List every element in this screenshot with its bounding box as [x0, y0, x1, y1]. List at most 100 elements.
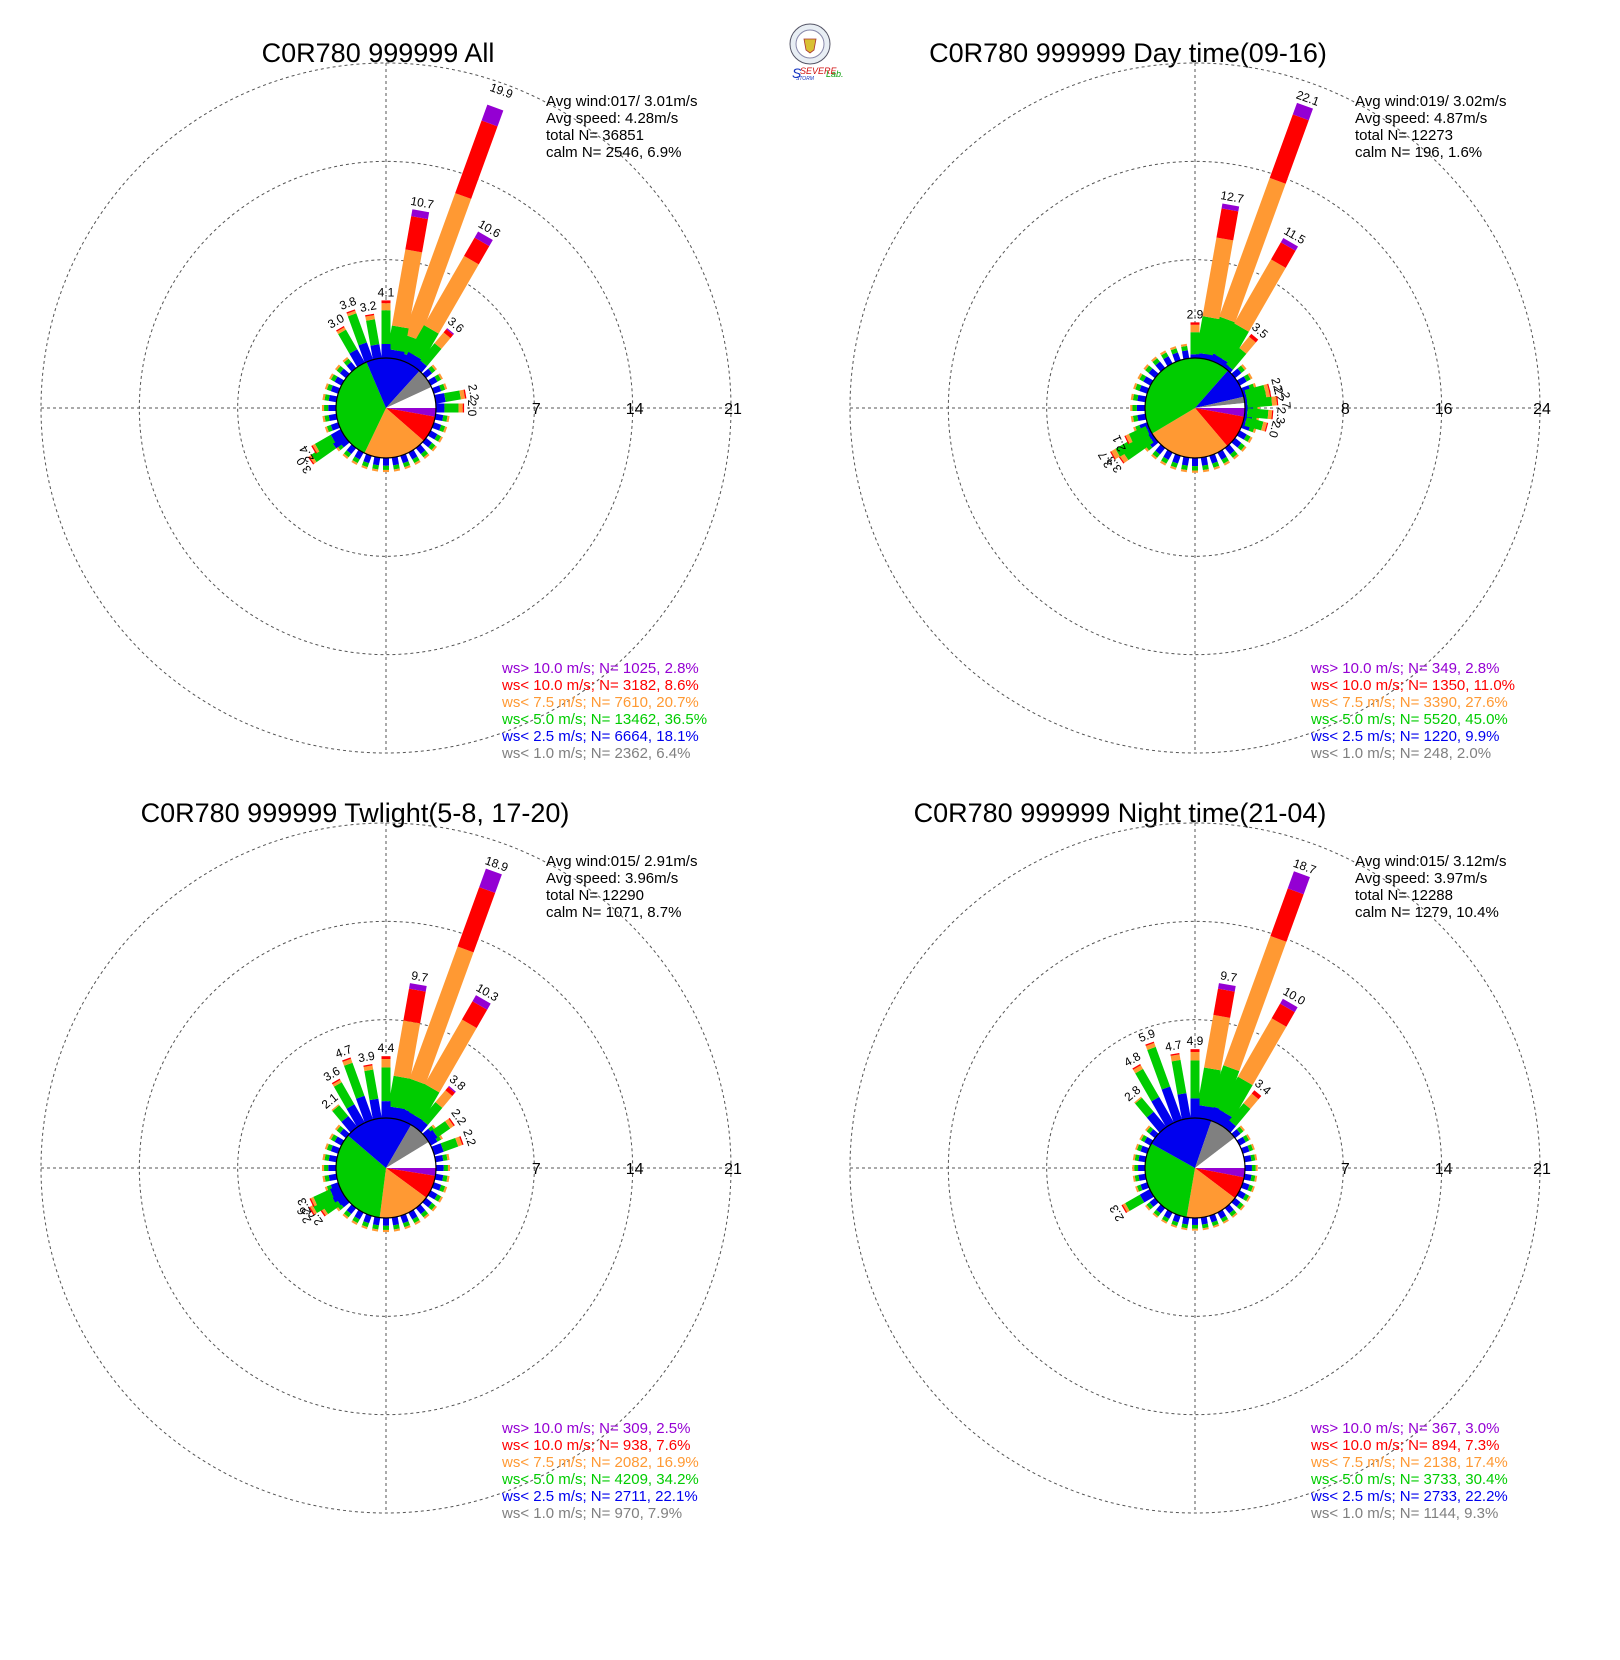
bar-value-label: 2.0 — [1266, 420, 1284, 440]
minor-direction-bar — [1201, 1223, 1209, 1229]
direction-bar-segment — [1196, 316, 1220, 356]
minor-direction-bar — [326, 1143, 333, 1152]
minor-direction-bar — [1146, 1126, 1154, 1134]
minor-direction-bar — [1162, 1215, 1170, 1223]
minor-direction-bar — [412, 1216, 420, 1224]
minor-direction-bar — [1236, 1202, 1244, 1210]
minor-direction-bar — [427, 1190, 438, 1200]
minor-direction-bar — [431, 385, 442, 394]
direction-bar-segment — [1218, 1076, 1253, 1118]
minor-direction-bar — [326, 1184, 333, 1193]
direction-bar-segment — [307, 456, 315, 465]
pie-outline — [335, 357, 437, 459]
minor-direction-bar — [1139, 374, 1147, 382]
svg-text:SEVERE: SEVERE — [800, 66, 838, 76]
range-ring-2 — [138, 160, 634, 656]
minor-direction-bar — [415, 1204, 426, 1215]
minor-direction-bar — [1160, 460, 1167, 466]
direction-bar-segment — [459, 389, 466, 400]
minor-direction-bar — [363, 453, 372, 464]
direction-bar-segment — [424, 1129, 438, 1144]
range-ring-3 — [40, 822, 732, 1514]
minor-direction-bar — [443, 383, 448, 390]
range-ring-1 — [1046, 1019, 1344, 1317]
direction-bar-segment — [387, 325, 409, 352]
minor-direction-bar — [1230, 450, 1238, 458]
legend-entry: ws< 7.5 m/s; N= 7610, 20.7% — [501, 694, 699, 711]
minor-direction-bar — [330, 1134, 338, 1142]
direction-bar-segment — [1280, 998, 1298, 1013]
direction-bar-segment — [1139, 1189, 1154, 1203]
bar-value-label: 2.2 — [460, 1127, 479, 1148]
minor-direction-bar — [329, 1133, 334, 1140]
direction-bar-segment — [1125, 1194, 1145, 1211]
direction-bar-segment — [358, 342, 374, 363]
minor-direction-bar — [1246, 1195, 1251, 1202]
minor-direction-bar — [1209, 1213, 1218, 1223]
minor-direction-bar — [391, 456, 399, 466]
direction-bar-segment — [444, 390, 461, 403]
minor-direction-bar — [438, 436, 443, 443]
direction-bar-segment — [370, 344, 382, 360]
minor-direction-bar — [1135, 1185, 1139, 1193]
legend-entry: ws< 5.0 m/s; N= 5520, 45.0% — [1310, 711, 1508, 728]
minor-direction-bar — [343, 1210, 352, 1218]
minor-direction-bar — [438, 1196, 443, 1203]
direction-bar-segment — [1237, 1018, 1287, 1086]
minor-direction-bar — [1236, 1190, 1246, 1200]
minor-direction-bar — [1172, 1213, 1181, 1223]
direction-bar-segment — [1161, 1086, 1183, 1123]
stats-line: Avg speed: 4.28m/s — [546, 110, 678, 127]
minor-direction-bar — [1160, 350, 1167, 356]
minor-direction-bar — [443, 1186, 448, 1193]
minor-direction-bar — [1240, 364, 1247, 371]
minor-direction-bar — [1181, 350, 1190, 360]
pie-slice — [386, 386, 436, 408]
minor-direction-bar — [1237, 365, 1245, 373]
pie-slice — [336, 1135, 386, 1218]
direction-bar-segment — [1215, 323, 1249, 364]
stats-line: Avg speed: 3.96m/s — [546, 870, 678, 887]
direction-bar-segment — [474, 231, 493, 247]
direction-bar-segment — [472, 995, 491, 1010]
minor-direction-bar — [351, 1220, 358, 1225]
legend-entry: ws> 10.0 m/s; N= 309, 2.5% — [501, 1420, 690, 1437]
pie-slice — [1195, 396, 1245, 408]
range-ring-3 — [849, 62, 1541, 754]
minor-direction-bar — [431, 445, 437, 452]
direction-bar-segment — [1195, 352, 1213, 361]
minor-direction-bar — [363, 1213, 372, 1224]
minor-direction-bar — [361, 461, 370, 468]
minor-direction-bar — [1237, 443, 1245, 451]
ring-label: 21 — [1533, 1161, 1551, 1178]
minor-direction-bar — [1248, 425, 1255, 433]
minor-direction-bar — [324, 1143, 329, 1150]
minor-direction-bar — [1155, 361, 1166, 372]
minor-direction-bar — [1217, 1209, 1227, 1219]
range-ring-1 — [1046, 259, 1344, 557]
direction-bar-segment — [1244, 384, 1266, 399]
minor-direction-bar — [324, 1154, 330, 1161]
minor-direction-bar — [329, 373, 334, 380]
direction-bar-segment — [1226, 347, 1247, 370]
minor-direction-bar — [438, 1133, 443, 1140]
minor-direction-bar — [1231, 368, 1242, 379]
direction-bar-segment — [346, 1104, 365, 1127]
direction-bar-segment — [1111, 448, 1120, 460]
minor-direction-bar — [431, 1182, 442, 1191]
bar-value-label: 3.2 — [359, 298, 378, 315]
minor-direction-bar — [1152, 450, 1160, 458]
direction-bar-segment — [448, 1085, 456, 1093]
ring-label: 14 — [1435, 1161, 1453, 1178]
direction-bar-segment — [1202, 237, 1234, 320]
direction-bar-segment — [330, 429, 345, 443]
minor-direction-bar — [1240, 445, 1247, 452]
direction-bar-segment — [1125, 433, 1133, 444]
stats-line: Avg wind:019/ 3.02m/s — [1355, 93, 1506, 110]
minor-direction-bar — [1140, 1145, 1150, 1154]
direction-bar-segment — [420, 343, 442, 367]
minor-direction-bar — [1236, 1136, 1246, 1146]
minor-direction-bar — [330, 1145, 341, 1154]
direction-bar-segment — [349, 349, 365, 367]
